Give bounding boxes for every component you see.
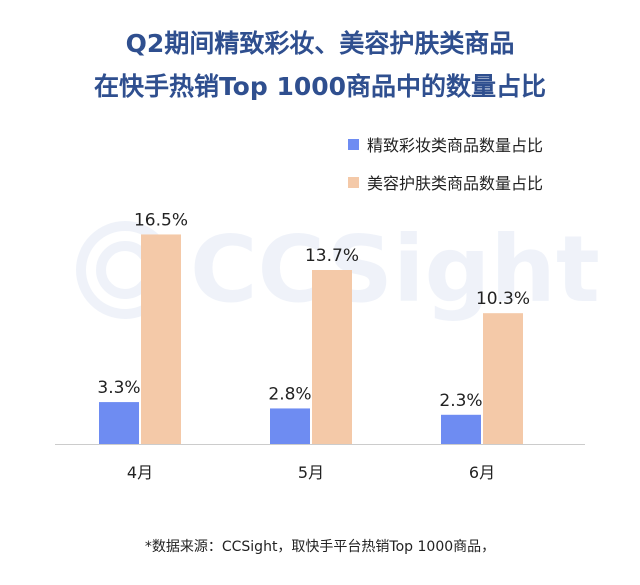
data-label-series-1-2: 2.8% xyxy=(268,384,311,404)
legend-label-series-2: 美容护肤类商品数量占比 xyxy=(367,174,544,193)
legend-item-series-1: 精致彩妆类商品数量占比 xyxy=(348,133,543,155)
watermark-text: CCSight xyxy=(190,216,600,323)
data-label-series-2-2: 13.7% xyxy=(305,246,359,266)
legend-swatch-series-2 xyxy=(348,176,359,188)
x-tick-label-2: 5月 xyxy=(298,463,324,482)
x-tick-label-1: 4月 xyxy=(127,463,153,482)
bar-series-2-2 xyxy=(312,270,352,444)
source-note: *数据来源：CCSight，取快手平台热销Top 1000商品， xyxy=(144,539,496,555)
x-tick-label-3: 6月 xyxy=(469,463,495,482)
chart-title-line-2: 在快手热销Top 1000商品中的数量占比 xyxy=(93,72,547,101)
data-label-series-2-3: 10.3% xyxy=(476,289,530,309)
legend-swatch-series-1 xyxy=(348,138,359,150)
data-label-series-2-1: 16.5% xyxy=(134,210,188,230)
bar-series-1-3 xyxy=(441,414,481,444)
legend-label-series-1: 精致彩妆类商品数量占比 xyxy=(367,136,544,155)
bar-series-2-1 xyxy=(141,234,181,444)
bar-series-2-3 xyxy=(483,313,523,444)
bar-series-1-1 xyxy=(99,402,139,444)
legend-item-series-2: 美容护肤类商品数量占比 xyxy=(348,171,543,193)
watermark: CCSight xyxy=(60,215,600,325)
bar-series-1-2 xyxy=(270,408,310,444)
chart-title-line-1: Q2期间精致彩妆、美容护肤类商品 xyxy=(125,29,515,58)
data-label-series-1-1: 3.3% xyxy=(97,378,140,398)
data-label-series-1-3: 2.3% xyxy=(439,391,482,411)
